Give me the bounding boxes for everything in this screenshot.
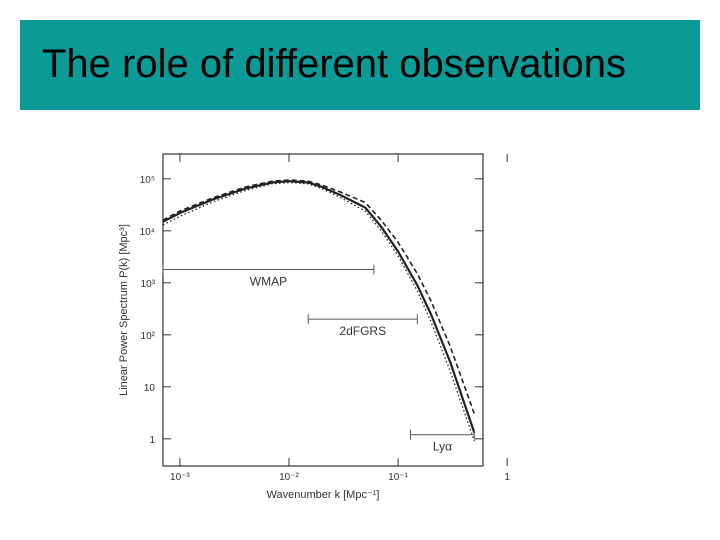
x-tick-label-3: 1 xyxy=(504,472,510,483)
y-tick-label-5: 10⁵ xyxy=(140,175,155,186)
x-tick-label-0: 10⁻³ xyxy=(170,472,190,483)
series-line-1 xyxy=(162,179,476,415)
slide-title: The role of different observations xyxy=(42,42,627,86)
title-bar: The role of different observations xyxy=(20,20,700,110)
y-tick-label-4: 10⁴ xyxy=(140,227,155,238)
y-tick-label-2: 10² xyxy=(141,331,156,342)
x-axis-label: Wavenumber k [Mpc⁻¹] xyxy=(267,489,380,501)
series-line-0 xyxy=(162,180,476,434)
y-axis-label: Linear Power Spectrum P(k) [Mpc³] xyxy=(118,224,130,396)
series-line-2 xyxy=(162,181,476,442)
range-label-2: Lyα xyxy=(433,440,452,454)
y-tick-label-3: 10³ xyxy=(141,279,156,290)
range-label-1: 2dFGRS xyxy=(339,324,386,338)
y-tick-label-0: 1 xyxy=(149,435,155,446)
x-tick-label-1: 10⁻² xyxy=(279,472,299,483)
power-spectrum-chart: 10⁻³ 10⁻² 10⁻¹ 1 1 10 10² 10³ 10⁴ 10⁵ Wavenumber k… xyxy=(118,153,510,501)
range-label-0: WMAP xyxy=(250,275,287,289)
y-tick-label-1: 10 xyxy=(144,383,156,394)
x-tick-label-2: 10⁻¹ xyxy=(388,472,408,483)
